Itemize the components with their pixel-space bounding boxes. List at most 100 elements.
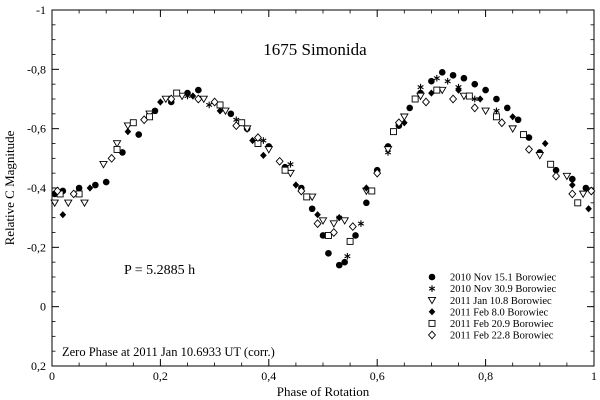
data-point <box>140 115 149 125</box>
data-point <box>401 119 408 127</box>
data-point <box>433 86 441 94</box>
y-tick-label: -0,6 <box>27 122 46 136</box>
data-point <box>59 211 67 219</box>
data-point <box>63 199 73 208</box>
data-point <box>232 121 241 131</box>
data-point <box>587 186 596 196</box>
data-point <box>216 107 224 115</box>
data-point <box>449 71 457 79</box>
legend-marker <box>428 285 436 292</box>
data-point <box>260 151 267 159</box>
x-tick-label: 0,6 <box>370 369 385 383</box>
legend-label: 2011 Feb 22.8 Borowiec <box>450 331 554 342</box>
data-point <box>438 69 446 76</box>
data-point <box>264 146 274 154</box>
data-points-group <box>50 69 596 269</box>
data-point <box>324 232 332 239</box>
data-point <box>124 128 132 136</box>
data-point <box>417 83 424 91</box>
legend-marker <box>428 273 436 281</box>
data-point <box>69 189 78 199</box>
legend-marker <box>428 308 436 316</box>
data-point <box>189 92 197 100</box>
x-tick-label: 0,2 <box>153 369 168 383</box>
data-point <box>363 199 370 207</box>
data-point <box>363 184 370 192</box>
data-point <box>368 187 376 195</box>
data-point <box>582 184 590 192</box>
data-point <box>75 184 83 192</box>
data-point <box>318 217 328 225</box>
data-point <box>249 136 256 145</box>
data-point <box>541 139 549 148</box>
data-point <box>341 258 348 266</box>
data-point <box>535 152 545 160</box>
chart-title: 1675 Simonida <box>263 40 367 59</box>
data-point <box>119 149 126 156</box>
data-point <box>221 107 230 116</box>
data-point <box>80 199 89 208</box>
data-point <box>421 97 430 107</box>
period-annotation: P = 5.2885 h <box>124 263 195 278</box>
data-point <box>444 77 451 85</box>
data-point <box>286 169 295 178</box>
data-point <box>123 122 133 130</box>
data-point <box>428 77 435 85</box>
data-point <box>471 80 479 88</box>
legend-label: 2011 Feb 8.0 Borowiec <box>450 307 549 318</box>
legend-label: 2011 Feb 20.9 Borowiec <box>450 319 554 330</box>
data-point <box>102 178 110 186</box>
data-point <box>493 95 500 103</box>
data-point <box>167 94 176 104</box>
data-point <box>406 104 414 112</box>
y-axis-label: Relative C Magnitude <box>2 130 17 245</box>
x-axis-label: Phase of Rotation <box>277 384 370 399</box>
data-point <box>416 92 425 101</box>
legend-marker <box>427 296 437 305</box>
data-point <box>86 184 94 192</box>
data-point <box>216 101 224 109</box>
data-point <box>238 119 246 127</box>
zero-phase-annotation: Zero Phase at 2011 Jan 10.6933 UT (corr.… <box>62 345 275 359</box>
data-point <box>460 74 468 82</box>
series-filled-diamond <box>59 86 592 222</box>
data-point <box>492 113 500 121</box>
data-point <box>303 193 311 201</box>
data-point <box>357 220 365 227</box>
series-open-square <box>56 86 582 245</box>
data-point <box>520 131 527 139</box>
data-point <box>344 252 351 260</box>
series-asterisk <box>184 74 500 260</box>
data-point <box>346 237 354 245</box>
data-point <box>99 161 108 169</box>
data-point <box>547 160 555 168</box>
data-point <box>107 153 116 163</box>
data-point <box>470 103 479 113</box>
data-point <box>514 116 522 124</box>
data-point <box>428 89 435 97</box>
data-point <box>411 95 419 103</box>
data-point <box>455 86 462 94</box>
data-point <box>253 133 262 143</box>
data-point <box>184 92 191 100</box>
data-point <box>459 92 469 101</box>
data-point <box>562 172 572 181</box>
data-point <box>509 113 516 121</box>
data-point <box>53 186 62 196</box>
data-point <box>307 193 317 202</box>
data-point <box>242 125 252 133</box>
data-point <box>482 86 489 94</box>
y-tick-label: -0,4 <box>27 181 46 195</box>
data-point <box>292 181 300 189</box>
data-point <box>525 134 533 141</box>
data-point <box>568 189 577 199</box>
data-point <box>508 125 518 133</box>
y-tick-label: -0,2 <box>27 240 46 254</box>
data-point <box>151 107 159 115</box>
data-point <box>146 113 154 121</box>
data-point <box>92 181 99 189</box>
data-point <box>574 199 582 207</box>
data-point <box>113 145 121 153</box>
axes-group: 0 0,2 0,4 0,6 0,8 1-1-0,8-0,6-0,4-0,200,2 <box>27 3 597 383</box>
data-point <box>335 214 343 222</box>
